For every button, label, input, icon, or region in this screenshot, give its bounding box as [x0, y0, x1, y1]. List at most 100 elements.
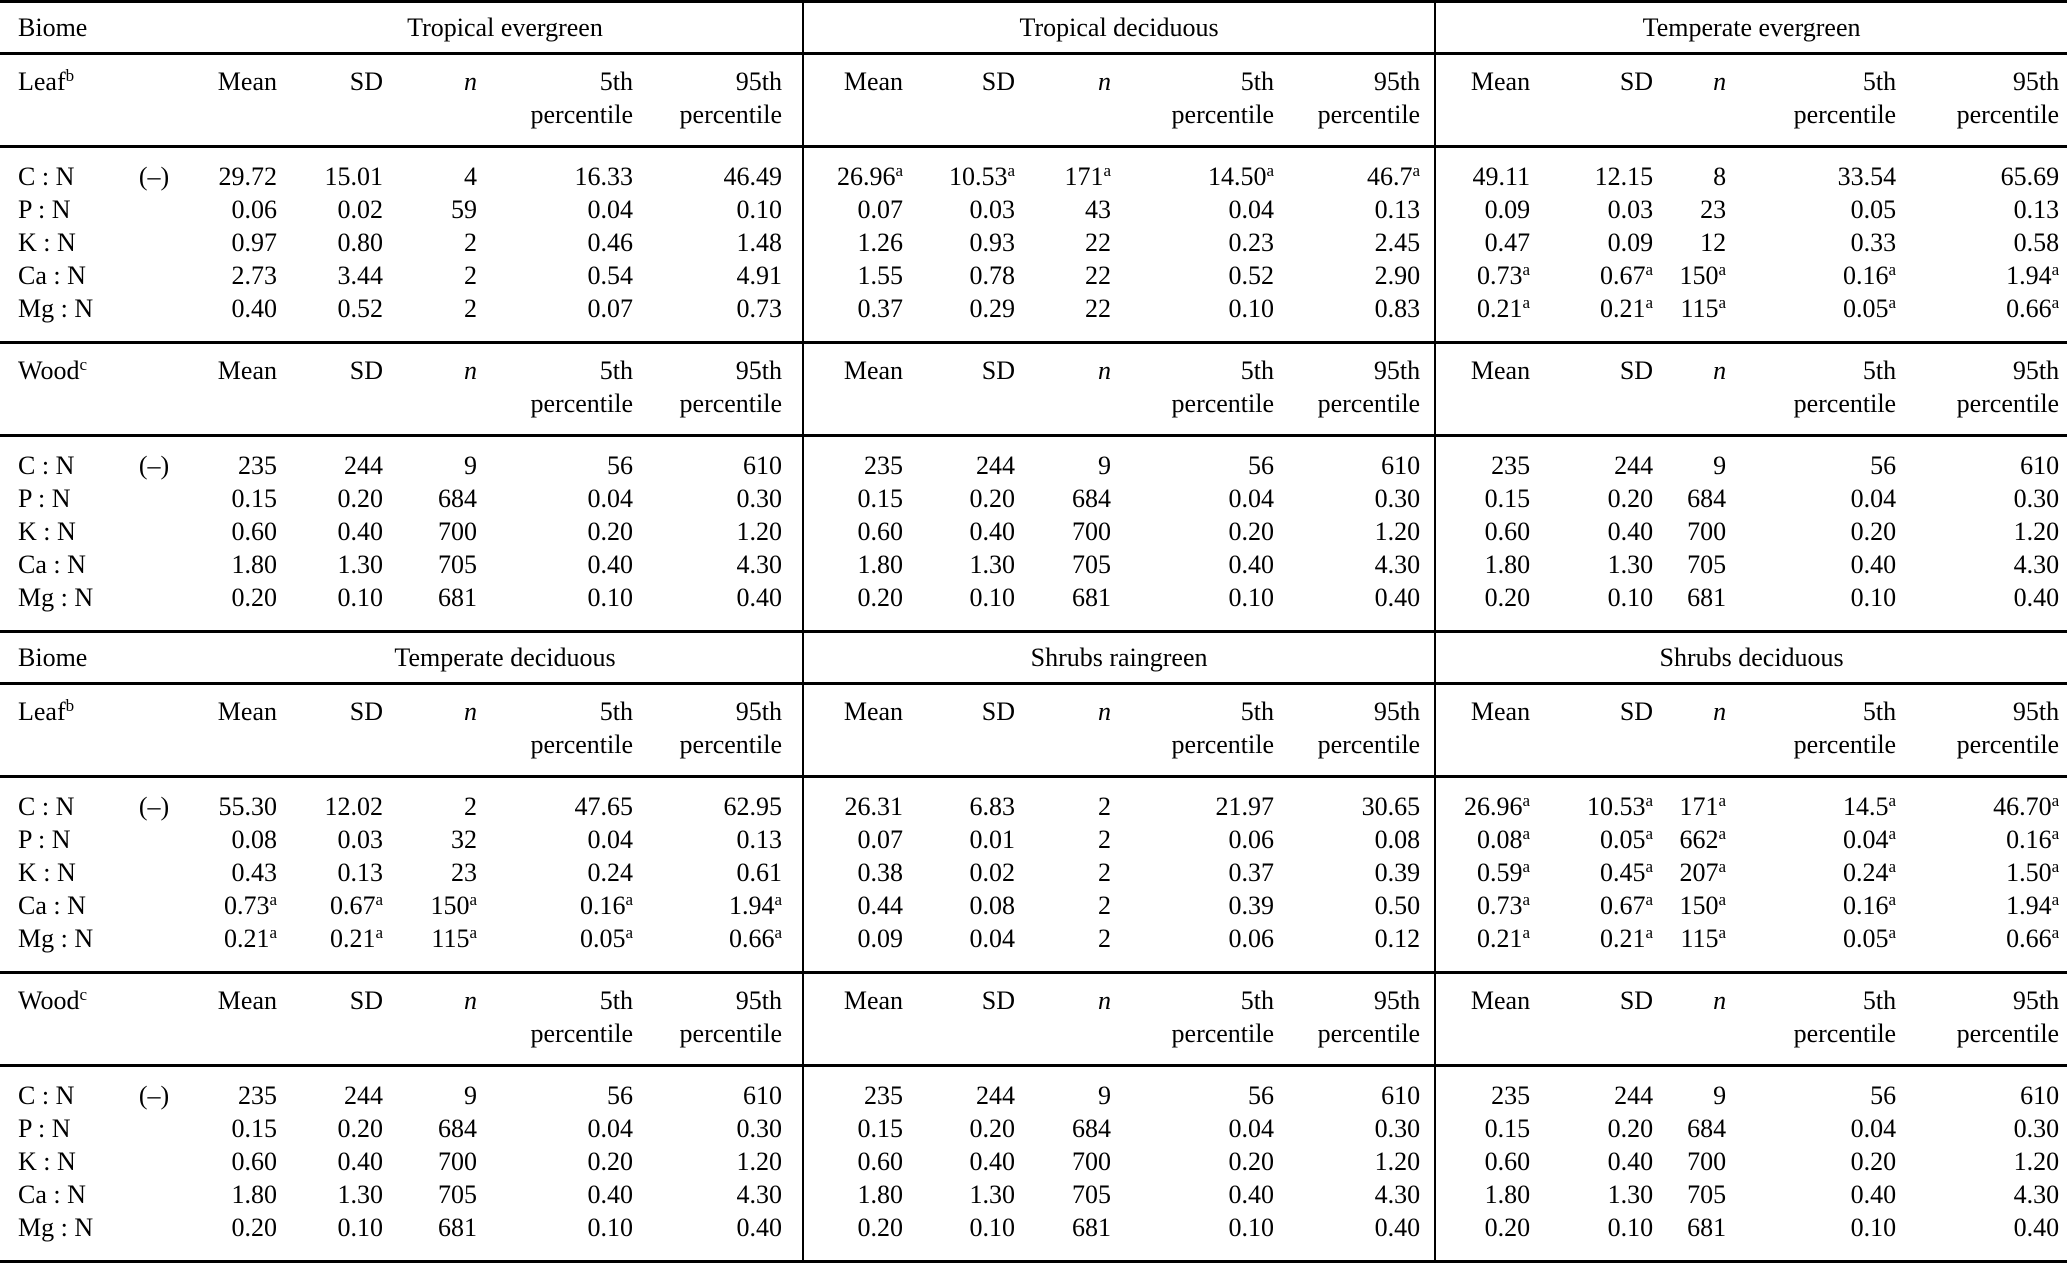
value-cell: 681	[391, 1211, 485, 1263]
col-header-line2	[391, 98, 477, 131]
value-cell: 0.04	[587, 484, 634, 513]
section-label-leaf: Leafb	[0, 683, 208, 778]
value-cell: 1.48	[736, 228, 783, 257]
footnote-marker: a	[375, 923, 383, 942]
value-cell: 115a	[391, 922, 485, 974]
col-header-line1: 5th	[1862, 67, 1897, 96]
value-cell: 22	[1085, 261, 1112, 290]
value-cell: 0.13	[337, 858, 384, 887]
value-cell: 0.40	[969, 1147, 1016, 1176]
value-cell: 681	[391, 581, 485, 633]
col-header-line2	[1436, 728, 1530, 761]
value-cell: 0.24a	[1843, 857, 1897, 887]
value-cell: 56	[1870, 1081, 1897, 1110]
value-cell: 0.21a	[1434, 922, 1539, 974]
value-cell: 0.39	[1228, 891, 1275, 920]
value-cell: 0.20	[1434, 581, 1539, 633]
col-header-line1: Mean	[843, 356, 904, 385]
value-cell: 0.13	[2013, 195, 2060, 224]
value-cell: 0.10	[1119, 292, 1283, 344]
footnote-marker: a	[1718, 293, 1727, 312]
footnote-marker: a	[1645, 890, 1654, 909]
value-cell: 0.29	[911, 292, 1024, 344]
footnote-marker: a	[375, 890, 383, 909]
footnote-marker: a	[1718, 260, 1727, 279]
value-cell: 0.52	[285, 292, 391, 344]
value-cell: 705	[1687, 1180, 1727, 1209]
row-label: P : N	[18, 1114, 71, 1143]
value-cell: 0.67a	[329, 890, 383, 920]
value-cell: 0.50	[1374, 891, 1421, 920]
col-header-line2: percentile	[1317, 730, 1421, 759]
value-cell: 1.94a	[2006, 890, 2060, 920]
footnote-marker: a	[774, 923, 783, 942]
col-header-line1: 5th	[1862, 697, 1897, 726]
value-cell: 0.43	[231, 858, 278, 887]
unit-cell	[100, 889, 208, 922]
value-cell: 46.7a	[1367, 161, 1421, 191]
value-cell: 0.40	[337, 517, 384, 546]
unit-cell	[100, 193, 208, 226]
value-cell: 0.67a	[1600, 260, 1654, 290]
col-header-5th-percentile: 5th percentile	[1119, 342, 1283, 437]
value-cell: 0.73a	[223, 890, 277, 920]
value-cell: 700	[1687, 1147, 1727, 1176]
value-cell: 610	[2020, 1081, 2060, 1110]
section-label-leaf: Leafb	[0, 53, 208, 148]
col-header-line2	[1661, 98, 1726, 131]
value-cell: 9	[464, 1081, 477, 1110]
row-label: Mg : N	[0, 581, 100, 633]
value-cell: 235	[802, 1065, 912, 1112]
col-header-5th-percentile: 5th percentile	[485, 972, 641, 1067]
value-cell: 0.60	[1434, 515, 1539, 548]
value-cell: 171a	[1679, 791, 1727, 821]
col-header-line2: percentile	[1956, 1019, 2060, 1048]
value-cell: 150a	[1679, 260, 1727, 290]
value-cell: 0.40	[1282, 581, 1436, 633]
col-header-line1: 95th	[2012, 356, 2060, 385]
value-cell: 150a	[430, 890, 477, 920]
col-header-line1: 5th	[599, 697, 633, 726]
value-cell: 15.01	[324, 162, 384, 191]
value-cell: 0.30	[1374, 484, 1421, 513]
value-cell: 235	[1434, 435, 1539, 482]
col-header-95th-percentile: 95th percentile	[1904, 972, 2067, 1067]
unit-cell	[100, 922, 208, 974]
footnote-marker: b	[65, 66, 75, 85]
footnote-marker: a	[1645, 260, 1654, 279]
footnote-marker: a	[1522, 923, 1531, 942]
col-header-line2: percentile	[530, 1019, 634, 1048]
col-header-line2	[208, 1017, 277, 1050]
unit-cell	[100, 856, 208, 889]
value-cell: 0.40	[641, 1211, 804, 1263]
value-cell: 244	[344, 1081, 383, 1110]
col-header-n: n	[391, 342, 485, 437]
col-header-line2: percentile	[1317, 1019, 1421, 1048]
col-header-line1: Mean	[1470, 986, 1531, 1015]
col-header-line2: percentile	[1956, 389, 2060, 418]
value-cell: 681	[1661, 581, 1735, 633]
col-header-5th-percentile: 5th percentile	[1734, 683, 1905, 778]
value-cell: 700	[438, 1147, 477, 1176]
value-cell: 0.40	[969, 517, 1016, 546]
value-cell: 0.08	[231, 825, 278, 854]
value-cell: 56	[607, 1081, 633, 1110]
value-cell: 0.10	[1538, 1211, 1662, 1263]
value-cell: 0.04	[587, 1114, 634, 1143]
footnote-marker: c	[79, 985, 88, 1004]
col-header-line2	[1023, 1017, 1111, 1050]
value-cell: 0.40	[337, 1147, 384, 1176]
col-header-95th-percentile: 95th percentile	[641, 53, 804, 148]
footnote-marker: a	[269, 923, 277, 942]
section-label-wood: Woodc	[0, 972, 208, 1067]
value-cell: 0.15	[1434, 482, 1539, 515]
value-cell: 16.33	[574, 162, 634, 191]
footnote-marker: a	[1412, 161, 1421, 180]
footnote-marker: a	[1888, 824, 1897, 843]
value-cell: 0.20	[208, 581, 285, 633]
value-cell: 0.80	[337, 228, 384, 257]
biome-label: Temperate deciduous	[208, 630, 804, 685]
value-cell: 1.80	[231, 550, 278, 579]
value-cell: 4.30	[2013, 550, 2060, 579]
footnote-marker: a	[1645, 923, 1654, 942]
